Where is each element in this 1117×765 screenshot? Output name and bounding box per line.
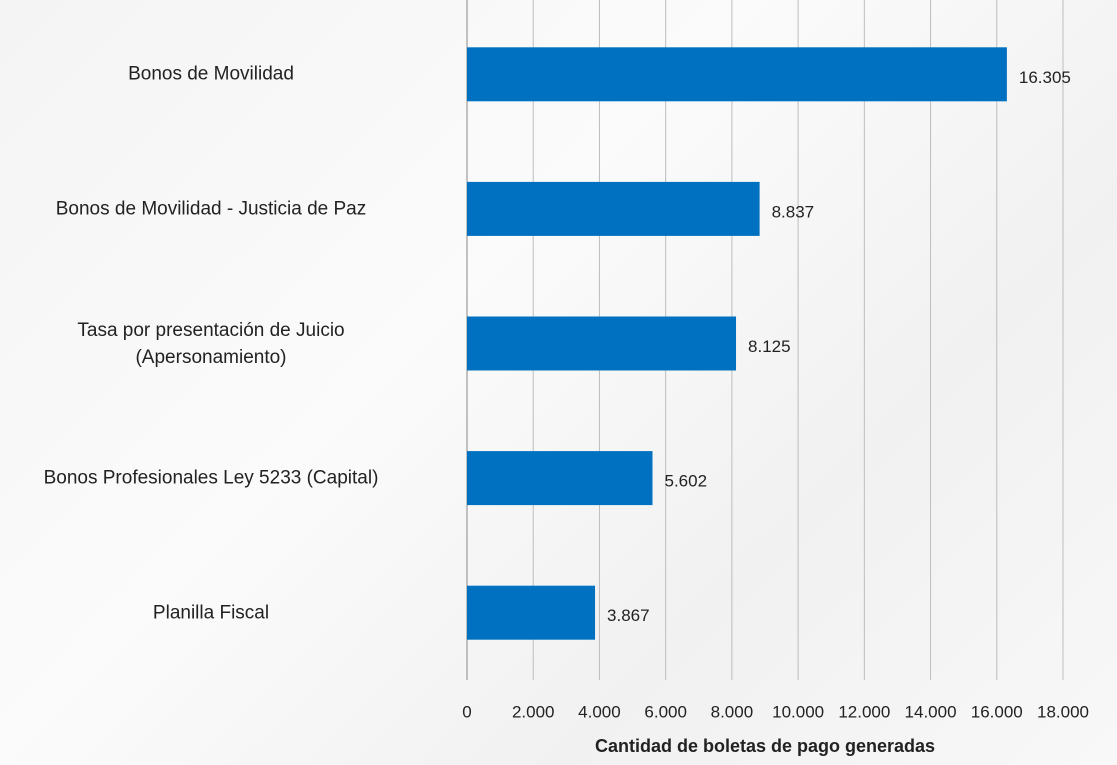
bar bbox=[467, 181, 760, 236]
x-tick-label: 12.000 bbox=[838, 702, 890, 721]
x-tick-label: 0 bbox=[462, 702, 471, 721]
bar bbox=[467, 451, 653, 506]
y-tick-label: Bonos Profesionales Ley 5233 (Capital) bbox=[43, 467, 379, 489]
data-label: 8.837 bbox=[772, 202, 815, 221]
data-label: 16.305 bbox=[1019, 68, 1071, 87]
x-tick-label: 14.000 bbox=[905, 702, 957, 721]
data-label: 5.602 bbox=[664, 472, 707, 491]
bar bbox=[467, 585, 596, 640]
x-tick-label: 10.000 bbox=[772, 702, 824, 721]
y-tick-label: Tasa por presentación de Juicio (Aperson… bbox=[77, 319, 345, 368]
x-tick-label: 16.000 bbox=[971, 702, 1023, 721]
x-axis-title: Cantidad de boletas de pago generadas bbox=[595, 736, 935, 756]
y-tick-label: Planilla Fiscal bbox=[152, 602, 270, 624]
data-label: 3.867 bbox=[607, 606, 650, 625]
bar bbox=[467, 316, 737, 371]
data-label: 8.125 bbox=[748, 337, 791, 356]
x-tick-label: 8.000 bbox=[711, 702, 754, 721]
x-tick-label: 4.000 bbox=[578, 702, 621, 721]
x-tick-label: 18.000 bbox=[1037, 702, 1089, 721]
y-tick-label: Bonos de Movilidad - Justicia de Paz bbox=[55, 198, 367, 220]
bar bbox=[467, 47, 1007, 102]
x-tick-label: 6.000 bbox=[644, 702, 687, 721]
x-tick-label: 2.000 bbox=[512, 702, 555, 721]
y-tick-label: Bonos de Movilidad bbox=[128, 63, 294, 85]
